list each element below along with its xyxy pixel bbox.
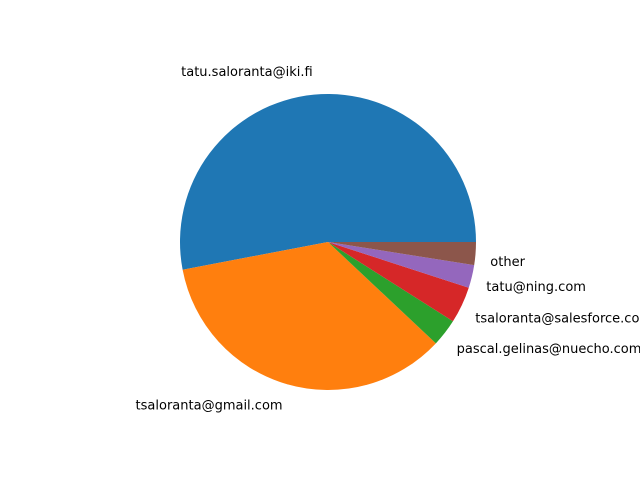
- pie-label-3: tsaloranta@salesforce.com: [475, 311, 640, 326]
- pie-labels: tatu.saloranta@iki.fi tsaloranta@gmail.co…: [136, 65, 640, 413]
- pie-label-0: tatu.saloranta@iki.fi: [181, 65, 313, 80]
- pie-label-5: other: [490, 255, 525, 270]
- pie-slice-1: [182, 242, 436, 390]
- pie-slice-2: [328, 242, 453, 344]
- pie-slices: [180, 94, 476, 390]
- pie-slice-3: [328, 242, 469, 322]
- pie-slice-0: [180, 94, 476, 270]
- pie-slice-5: [328, 242, 476, 266]
- pie-label-1: tsaloranta@gmail.com: [136, 398, 283, 413]
- pie-label-2: pascal.gelinas@nuecho.com: [457, 342, 640, 357]
- pie-label-4: tatu@ning.com: [486, 280, 586, 295]
- pie-slice-4: [328, 242, 475, 288]
